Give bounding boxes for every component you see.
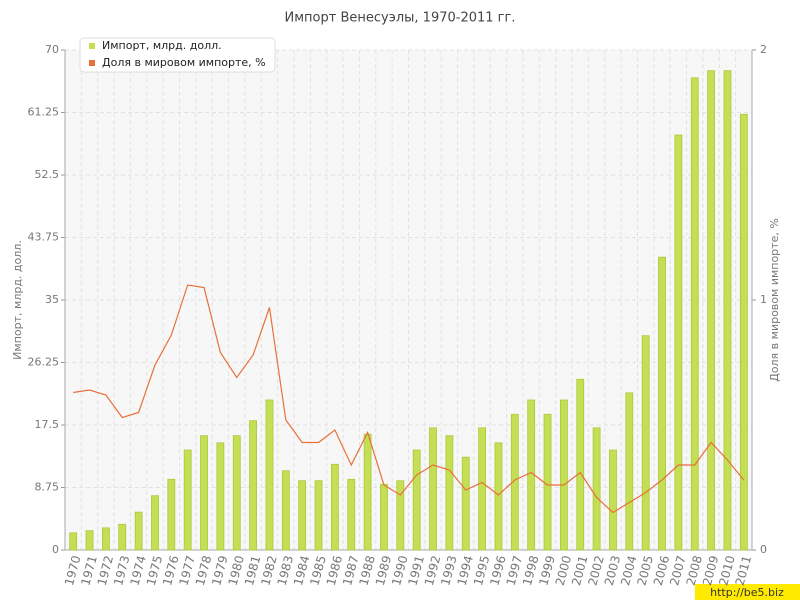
y-tick-label: 26.25 xyxy=(28,356,60,369)
bar xyxy=(69,532,78,551)
bar xyxy=(609,449,617,551)
watermark-box xyxy=(695,584,800,600)
bar xyxy=(85,530,94,551)
legend: Импорт, млрд. долл. Доля в мировом импорт… xyxy=(79,37,276,73)
bar xyxy=(330,463,339,551)
bar xyxy=(707,70,716,551)
bar xyxy=(576,378,585,551)
bar xyxy=(690,77,699,551)
bar xyxy=(592,427,601,551)
y2-tick-label: 1 xyxy=(760,293,767,306)
bar xyxy=(216,442,225,551)
bar xyxy=(347,478,356,551)
bar xyxy=(478,427,487,551)
bar xyxy=(658,256,666,551)
chart-title: Импорт Венесуэлы, 1970-2011 гг. xyxy=(285,11,516,26)
bar xyxy=(723,70,732,551)
y-tick-label: 17.5 xyxy=(35,418,60,431)
bar xyxy=(380,483,388,551)
bar xyxy=(674,134,683,551)
legend-swatch xyxy=(89,60,95,66)
bar xyxy=(429,427,437,551)
bar xyxy=(510,413,519,551)
bar xyxy=(118,523,127,551)
bar xyxy=(559,399,568,551)
bar xyxy=(298,480,307,551)
bar xyxy=(494,442,503,551)
watermark: http://be5.biz xyxy=(710,586,784,599)
y-tick-label: 0 xyxy=(52,543,59,556)
y-tick-label: 43.75 xyxy=(28,231,60,244)
y-tick-label: 35 xyxy=(45,293,59,306)
y-tick-label: 70 xyxy=(45,43,59,56)
bar xyxy=(249,420,258,551)
legend-box xyxy=(79,37,276,73)
bar xyxy=(265,399,274,551)
bar xyxy=(739,113,748,551)
y-tick-label: 8.75 xyxy=(35,481,60,494)
line xyxy=(73,284,745,514)
bar xyxy=(543,413,552,551)
legend-swatch xyxy=(89,43,95,49)
bar xyxy=(232,435,241,551)
bar xyxy=(167,478,176,551)
bar xyxy=(200,435,208,551)
legend-label: Импорт, млрд. долл. xyxy=(102,39,222,52)
bar xyxy=(641,335,650,551)
bar xyxy=(363,433,372,551)
bar xyxy=(151,495,159,551)
bar xyxy=(314,480,323,551)
bar xyxy=(461,456,470,551)
bar xyxy=(134,511,143,551)
y2-tick-label: 2 xyxy=(760,43,767,56)
bar xyxy=(396,480,405,551)
bar xyxy=(445,435,454,551)
bar xyxy=(412,449,421,551)
y2-axis-title: Доля в мировом импорте, % xyxy=(768,218,781,382)
y-axis-title: Импорт, млрд. долл. xyxy=(11,240,24,360)
y2-tick-label: 0 xyxy=(760,543,767,556)
bar xyxy=(101,527,110,551)
bar xyxy=(183,449,192,551)
y-tick-label: 52.5 xyxy=(35,168,60,181)
bar xyxy=(281,470,290,551)
y-tick-label: 61.25 xyxy=(28,106,60,119)
bar xyxy=(625,392,634,551)
legend-label: Доля в мировом импорте, % xyxy=(102,56,266,69)
